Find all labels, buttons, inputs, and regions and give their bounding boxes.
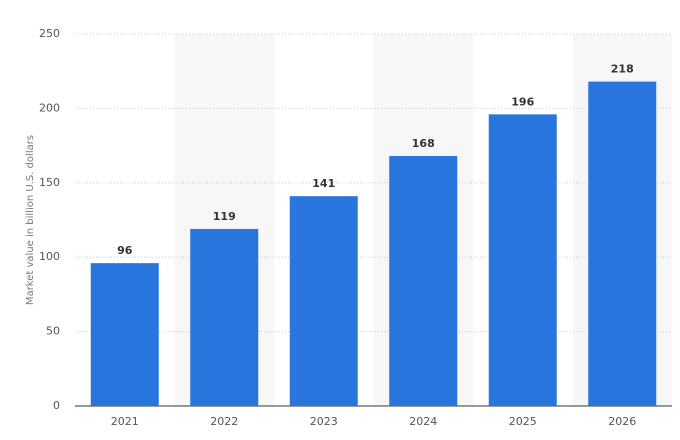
bar [588,81,657,406]
bar [289,196,358,406]
value-label: 168 [412,137,435,150]
x-tick-label: 2024 [409,415,437,428]
value-label: 119 [213,210,236,223]
bar [488,114,557,407]
x-tick-label: 2021 [111,415,139,428]
value-label: 218 [611,63,634,76]
y-tick-label: 100 [39,250,60,263]
y-tick-label: 150 [39,176,60,189]
value-label: 96 [117,244,133,257]
y-tick-label: 50 [46,325,60,338]
y-tick-label: 250 [39,27,60,40]
bar [90,263,159,406]
x-tick-label: 2022 [210,415,238,428]
x-tick-label: 2023 [310,415,338,428]
x-tick-label: 2025 [509,415,537,428]
value-label: 141 [312,177,335,190]
y-axis-label: Market value in billion U.S. dollars [25,135,36,305]
y-tick-label: 0 [53,399,60,412]
y-tick-label: 200 [39,101,60,114]
bar [190,228,259,406]
x-tick-label: 2026 [608,415,636,428]
value-label: 196 [511,95,534,108]
bar [389,156,458,406]
